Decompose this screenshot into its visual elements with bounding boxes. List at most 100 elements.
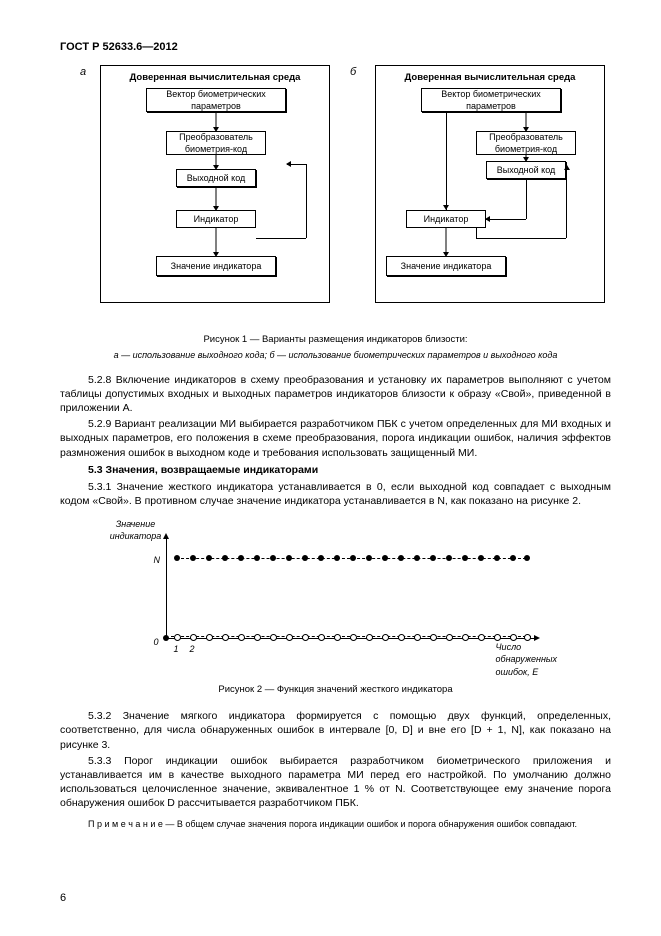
- panel-b: б Доверенная вычислительная среда Вектор…: [350, 65, 610, 303]
- node-a-vector: Вектор биометрических параметров: [146, 88, 286, 112]
- dot-top: [286, 555, 292, 561]
- y-axis-label: Значение индикатора: [106, 518, 166, 542]
- node-a-outcode: Выходной код: [176, 169, 256, 187]
- b-vec-v: [446, 112, 447, 210]
- section-53: 5.3 Значения, возвращаемые индикаторами: [60, 463, 611, 477]
- y-arrowhead: [163, 533, 169, 539]
- x-axis-label: Число обнаруженных ошибок, E: [496, 641, 576, 677]
- panel-a: а Доверенная вычислительная среда Вектор…: [75, 65, 335, 303]
- para-528: 5.2.8 Включение индикаторов в схему прео…: [60, 373, 611, 416]
- figure2-caption: Рисунок 2 — Функция значений жесткого ин…: [60, 684, 611, 697]
- dot-top: [174, 555, 180, 561]
- figure1-caption: Рисунок 1 — Варианты размещения индикато…: [60, 334, 611, 347]
- dot-bottom: [206, 634, 213, 641]
- dot-top: [254, 555, 260, 561]
- dot-bottom: [462, 634, 469, 641]
- dot-top: [318, 555, 324, 561]
- node-a-value: Значение индикатора: [156, 256, 276, 276]
- dot-top: [382, 555, 388, 561]
- dot-bottom: [302, 634, 309, 641]
- fb-a-v: [306, 164, 307, 238]
- dot-bottom: [446, 634, 453, 641]
- env-title-b: Доверенная вычислительная среда: [382, 72, 598, 85]
- dot-bottom: [286, 634, 293, 641]
- tick-0: 0: [154, 636, 159, 648]
- dot-bottom: [524, 634, 531, 641]
- dot-bottom: [334, 634, 341, 641]
- dot-bottom: [238, 634, 245, 641]
- dot-bottom: [382, 634, 389, 641]
- dot-top: [510, 555, 516, 561]
- node-a-transform: Преобразователь биометрия-код: [166, 131, 266, 155]
- dot-top: [494, 555, 500, 561]
- page-root: ГОСТ Р 52633.6—2012 а Доверенная вычисли…: [0, 0, 661, 936]
- dot-bottom: [254, 634, 261, 641]
- tick-1: 1: [174, 643, 179, 655]
- dot-top: [350, 555, 356, 561]
- dot-top: [222, 555, 228, 561]
- dot-top: [524, 555, 530, 561]
- env-box-a: Доверенная вычислительная среда Вектор б…: [100, 65, 330, 303]
- b-fb-v: [566, 166, 567, 238]
- b-fb-v0: [476, 228, 477, 238]
- node-b-vector: Вектор биометрических параметров: [421, 88, 561, 112]
- b-oc-arrowhead: [485, 216, 490, 222]
- y-axis: [166, 538, 167, 638]
- dot-top: [206, 555, 212, 561]
- node-b-outcode: Выходной код: [486, 161, 566, 179]
- fb-a-h1: [256, 238, 306, 239]
- fb-a-arrowhead: [286, 161, 291, 167]
- node-b-transform: Преобразователь биометрия-код: [476, 131, 576, 155]
- b-fb-arrowhead: [564, 165, 570, 170]
- b-oc-h: [486, 219, 526, 220]
- para-533: 5.3.3 Порог индикации ошибок выбирается …: [60, 754, 611, 811]
- note: П р и м е ч а н и е — В общем случае зна…: [60, 818, 611, 830]
- dot-top: [398, 555, 404, 561]
- panel-b-label: б: [350, 65, 356, 80]
- dot-bottom: [366, 634, 373, 641]
- b-oc-v: [526, 179, 527, 219]
- figure-2: Значение индикатора N 0 1 2 Число обнару…: [96, 518, 576, 678]
- tick-N: N: [154, 554, 161, 566]
- b-fb-h0: [476, 238, 486, 239]
- dot-top: [478, 555, 484, 561]
- dot-top: [270, 555, 276, 561]
- dot-top: [334, 555, 340, 561]
- dot-bottom: [478, 634, 485, 641]
- tick-2: 2: [190, 643, 195, 655]
- para-531: 5.3.1 Значение жесткого индикатора устан…: [60, 480, 611, 508]
- para-529: 5.2.9 Вариант реализации МИ выбирается р…: [60, 417, 611, 460]
- panel-a-label: а: [80, 65, 86, 80]
- dot-bottom: [190, 634, 197, 641]
- dot-top: [302, 555, 308, 561]
- dot-top: [446, 555, 452, 561]
- node-b-value: Значение индикатора: [386, 256, 506, 276]
- dot-bottom: [270, 634, 277, 641]
- node-b-indicator: Индикатор: [406, 210, 486, 228]
- dot-top: [366, 555, 372, 561]
- dot-bottom: [430, 634, 437, 641]
- b-fb-h1: [486, 238, 566, 239]
- env-box-b: Доверенная вычислительная среда Вектор б…: [375, 65, 605, 303]
- page-number: 6: [60, 891, 66, 906]
- para-532: 5.3.2 Значение мягкого индикатора формир…: [60, 709, 611, 752]
- dot-origin: [163, 635, 169, 641]
- node-a-indicator: Индикатор: [176, 210, 256, 228]
- document-header: ГОСТ Р 52633.6—2012: [60, 40, 611, 55]
- dot-top: [238, 555, 244, 561]
- dot-bottom: [510, 634, 517, 641]
- dot-bottom: [494, 634, 501, 641]
- dot-top: [414, 555, 420, 561]
- dot-bottom: [398, 634, 405, 641]
- dot-bottom: [350, 634, 357, 641]
- dot-top: [462, 555, 468, 561]
- dot-bottom: [318, 634, 325, 641]
- dot-top: [430, 555, 436, 561]
- env-title-a: Доверенная вычислительная среда: [107, 72, 323, 85]
- figure1-subcaption: а — использование выходного кода; б — ис…: [60, 349, 611, 361]
- figure-1: а Доверенная вычислительная среда Вектор…: [60, 65, 611, 330]
- dot-bottom: [222, 634, 229, 641]
- b-vec-arrowhead: [443, 205, 449, 210]
- dot-top: [190, 555, 196, 561]
- dot-bottom: [174, 634, 181, 641]
